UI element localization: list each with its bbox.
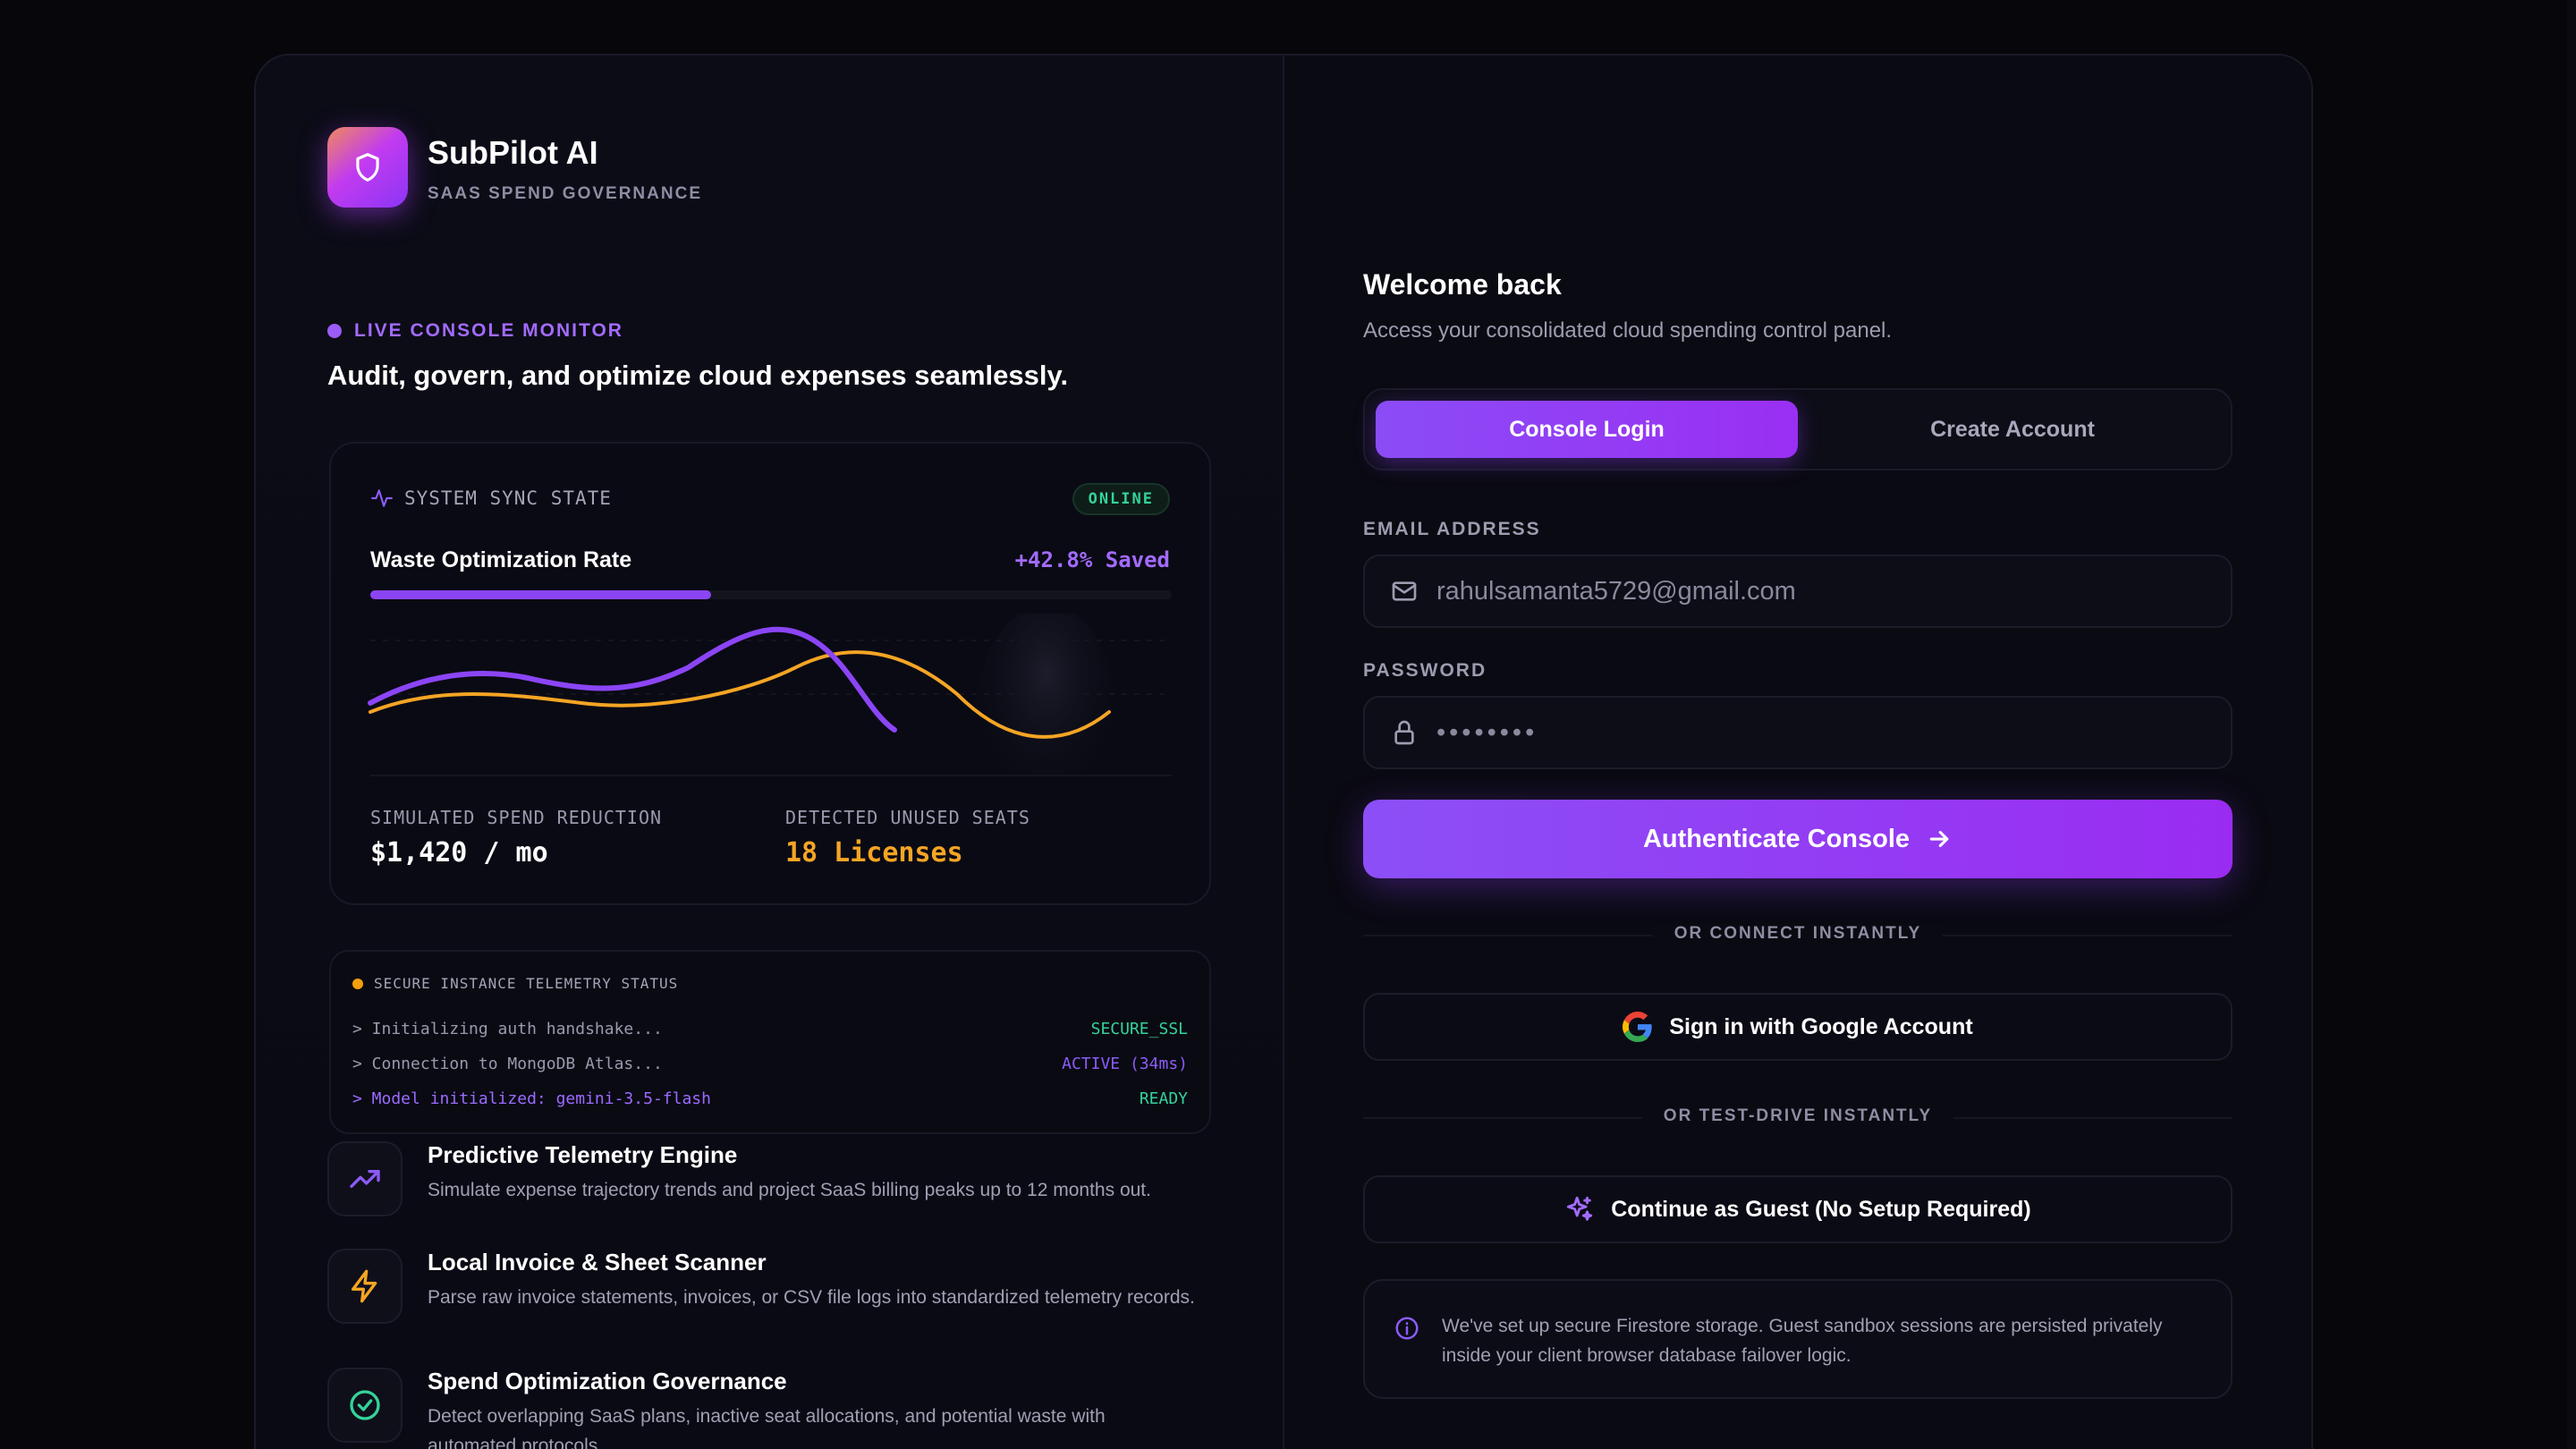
app-logo — [327, 127, 408, 208]
feature-desc: Detect overlapping SaaS plans, inactive … — [428, 1406, 1106, 1449]
password-field-wrapper — [1363, 696, 2233, 769]
separator-label: OR TEST-DRIVE INSTANTLY — [1641, 1106, 1954, 1126]
chart-line-purple — [368, 626, 897, 733]
info-panel: SubPilot AI SAAS SPEND GOVERNANCE LIVE C… — [256, 55, 1284, 1449]
live-indicator: LIVE CONSOLE MONITOR — [327, 320, 623, 342]
feature-icon-box — [327, 1141, 402, 1216]
info-text: We've set up secure Firestore storage. G… — [1442, 1316, 2163, 1366]
authenticate-label: Authenticate Console — [1642, 824, 1911, 853]
google-signin-button[interactable]: Sign in with Google Account — [1363, 993, 2233, 1061]
password-label: PASSWORD — [1363, 660, 1487, 681]
feature-desc: Simulate expense trajectory trends and p… — [428, 1180, 1151, 1200]
authenticate-button[interactable]: Authenticate Console — [1363, 800, 2233, 878]
auth-tabs: Console Login Create Account — [1363, 388, 2233, 470]
login-card: SubPilot AI SAAS SPEND GOVERNANCE LIVE C… — [254, 54, 2313, 1449]
tagline: Audit, govern, and optimize cloud expens… — [327, 360, 1069, 391]
telemetry-dot-icon — [352, 978, 363, 989]
sync-title: SYSTEM SYNC STATE — [404, 487, 612, 509]
sparkles-icon — [1567, 1196, 1593, 1221]
progress-track — [370, 590, 1172, 599]
separator-label: OR CONNECT INSTANTLY — [1652, 924, 1944, 944]
mail-icon — [1392, 581, 1417, 601]
shield-icon — [356, 153, 379, 182]
telemetry-title: SECURE INSTANCE TELEMETRY STATUS — [374, 975, 679, 992]
feature-icon-box — [327, 1249, 402, 1324]
email-field[interactable] — [1436, 576, 2170, 606]
email-label: EMAIL ADDRESS — [1363, 519, 1541, 539]
info-notice: We've set up secure Firestore storage. G… — [1363, 1279, 2233, 1399]
feature-title: Local Invoice & Sheet Scanner — [428, 1249, 767, 1275]
metric-label: Waste Optimization Rate — [370, 547, 632, 572]
feature-desc: Parse raw invoice statements, invoices, … — [428, 1287, 1195, 1308]
live-dot-icon — [327, 324, 342, 338]
chart-line-gold — [369, 650, 1111, 739]
separator: OR TEST-DRIVE INSTANTLY — [1363, 1106, 2233, 1126]
guest-button[interactable]: Continue as Guest (No Setup Required) — [1363, 1175, 2233, 1243]
status-badge: ONLINE — [1072, 483, 1170, 515]
trend-chart — [368, 614, 1168, 775]
separator: OR CONNECT INSTANTLY — [1363, 924, 2233, 944]
welcome-subheading: Access your consolidated cloud spending … — [1363, 318, 1893, 343]
feature-title: Spend Optimization Governance — [428, 1368, 787, 1394]
progress-fill — [370, 590, 711, 599]
google-signin-label: Sign in with Google Account — [1669, 1013, 1973, 1039]
scrollbar[interactable] — [2567, 0, 2576, 1449]
info-icon — [1395, 1317, 1419, 1340]
welcome-heading: Welcome back — [1363, 268, 1562, 301]
trending-up-icon — [350, 1170, 380, 1188]
sync-state-card: SYSTEM SYNC STATE ONLINE Waste Optimizat… — [329, 442, 1211, 905]
google-icon — [1623, 1012, 1652, 1042]
password-field[interactable] — [1436, 717, 2170, 748]
spend-reduction-value: $1,420 / mo — [370, 837, 548, 869]
email-field-wrapper — [1363, 555, 2233, 628]
divider — [370, 775, 1172, 776]
telemetry-panel: SECURE INSTANCE TELEMETRY STATUS > Initi… — [329, 950, 1211, 1134]
brand-subtitle: SAAS SPEND GOVERNANCE — [428, 184, 702, 203]
telemetry-row: > Connection to MongoDB Atlas... ACTIVE … — [352, 1055, 1188, 1073]
feature-icon-box — [327, 1368, 402, 1443]
lightning-icon — [352, 1269, 377, 1303]
unused-seats-value: 18 Licenses — [785, 837, 963, 869]
telemetry-row: > Initializing auth handshake... SECURE_… — [352, 1020, 1188, 1038]
check-circle-icon — [350, 1390, 380, 1420]
metric-value: +42.8% Saved — [1014, 547, 1170, 572]
tab-create-account[interactable]: Create Account — [1930, 416, 2095, 442]
feature-title: Predictive Telemetry Engine — [428, 1141, 738, 1168]
telemetry-row: > Model initialized: gemini-3.5-flash RE… — [352, 1089, 1188, 1108]
arrow-right-icon — [1929, 830, 1949, 848]
live-label: LIVE CONSOLE MONITOR — [354, 320, 623, 341]
spend-reduction-label: SIMULATED SPEND REDUCTION — [370, 807, 663, 828]
tab-console-login[interactable]: Console Login — [1376, 401, 1798, 458]
activity-icon — [371, 489, 393, 507]
unused-seats-label: DETECTED UNUSED SEATS — [785, 807, 1030, 828]
lock-icon — [1394, 720, 1414, 745]
brand-name: SubPilot AI — [428, 134, 598, 171]
guest-label: Continue as Guest (No Setup Required) — [1611, 1196, 2031, 1222]
